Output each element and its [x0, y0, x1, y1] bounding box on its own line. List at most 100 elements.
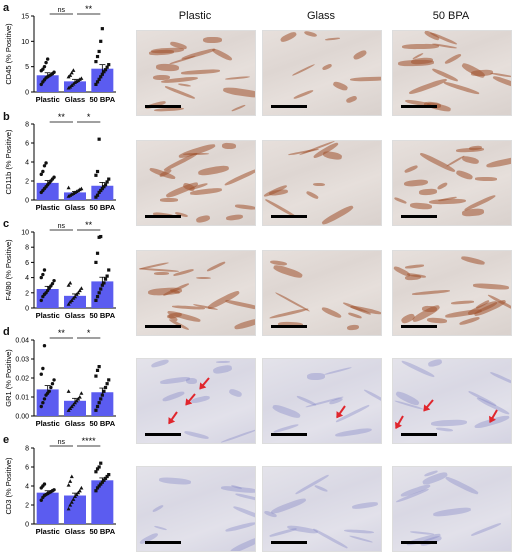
data-point	[99, 287, 103, 291]
data-point	[94, 470, 98, 474]
data-point	[73, 190, 77, 194]
significance-label: **	[58, 328, 66, 338]
data-point	[69, 192, 74, 196]
data-point	[105, 382, 109, 386]
y-tick-label: 2	[25, 179, 29, 186]
y-tick-label: 4	[25, 484, 29, 491]
data-point	[97, 77, 101, 81]
significance-label: ns	[58, 439, 66, 446]
stain-patch	[178, 83, 192, 88]
stain-patch	[335, 427, 372, 439]
y-tick-label: 0.03	[15, 357, 29, 364]
data-point	[77, 395, 82, 399]
y-axis-label: CD45 (% Positive)	[4, 23, 13, 85]
panel-letter-c: c	[3, 218, 10, 230]
stain-patch	[183, 429, 209, 440]
significance-label: *	[87, 328, 91, 338]
column-header-glass: Glass	[306, 10, 336, 22]
micrograph-gr1-glass	[262, 358, 382, 444]
x-tick-label: Plastic	[36, 203, 60, 212]
y-tick-label: 8	[25, 446, 29, 453]
stain-patch	[206, 260, 226, 272]
data-point	[52, 378, 56, 382]
data-point	[97, 401, 101, 405]
data-point	[95, 467, 100, 471]
data-point	[76, 290, 81, 295]
panel-letter-b: b	[3, 111, 10, 123]
y-tick-label: 0	[25, 522, 29, 529]
data-point	[103, 183, 108, 187]
data-point	[94, 489, 98, 493]
data-point	[100, 72, 104, 76]
data-point	[42, 344, 47, 348]
stain-patch	[346, 324, 360, 331]
scale-bar	[401, 215, 437, 218]
stain-patch	[394, 196, 408, 205]
data-point	[39, 298, 43, 303]
y-tick-label: 15	[21, 14, 29, 21]
bar	[91, 480, 114, 524]
stain-patch	[153, 272, 169, 276]
red-arrow-icon	[395, 415, 404, 429]
data-point	[68, 73, 73, 77]
stain-patch	[485, 154, 511, 169]
data-point	[97, 465, 101, 469]
stain-patch	[221, 428, 255, 443]
stain-patch	[225, 298, 255, 311]
data-point	[73, 294, 77, 299]
data-point	[103, 68, 108, 72]
data-point	[95, 486, 100, 490]
y-tick-label: 0.01	[15, 395, 29, 402]
stain-patch	[228, 388, 244, 399]
bar	[36, 289, 59, 308]
x-tick-label: Glass	[65, 419, 85, 428]
stain-patch	[180, 68, 220, 75]
chart-cd3-svg: CD3 (% Positive) 0 2 4 6 8 Plastic Glass 50 BPA n…	[4, 436, 116, 536]
micrograph-cd3-50bpa	[392, 466, 512, 552]
micrograph-gr1-plastic	[136, 358, 256, 444]
data-point	[39, 275, 43, 280]
data-point	[74, 492, 79, 497]
stain-patch	[197, 164, 230, 177]
y-tick-label: 4	[25, 160, 29, 167]
data-point	[68, 193, 73, 197]
y-axis-label: CD3 (% Positive)	[4, 457, 13, 515]
data-point	[73, 494, 77, 499]
micrograph-gr1-50bpa	[392, 358, 512, 444]
micrograph-cd45-plastic	[136, 30, 256, 116]
y-tick-label: 6	[25, 141, 29, 148]
x-tick-label: 50 BPA	[89, 527, 115, 536]
data-point	[102, 70, 106, 74]
stain-patch	[409, 202, 432, 210]
data-point	[66, 283, 71, 287]
stain-patch	[320, 204, 355, 225]
data-point	[95, 368, 100, 372]
stain-patch	[431, 419, 468, 428]
data-point	[42, 164, 47, 168]
data-point	[69, 298, 74, 302]
data-point	[39, 82, 43, 87]
stain-patch	[490, 371, 511, 387]
scale-bar	[145, 541, 181, 544]
y-tick-label: 6	[25, 465, 29, 472]
stain-patch	[152, 503, 165, 513]
significance-label: **	[85, 4, 93, 14]
stain-patch	[272, 263, 303, 279]
data-point	[73, 400, 77, 405]
data-point	[44, 60, 48, 65]
data-point	[94, 173, 98, 177]
data-point	[44, 161, 48, 165]
data-point	[94, 260, 98, 264]
y-tick-label: 8	[25, 122, 29, 129]
column-header-50bpa: 50 BPA	[432, 10, 470, 22]
stain-patch	[427, 359, 443, 368]
data-point	[69, 500, 74, 504]
data-point	[107, 177, 111, 181]
stain-patch	[458, 316, 480, 327]
stain-patch	[195, 276, 211, 280]
x-tick-label: 50 BPA	[89, 311, 115, 320]
data-point	[99, 461, 103, 465]
stain-patch	[455, 147, 484, 153]
bar	[64, 495, 86, 524]
stain-patch	[433, 506, 472, 518]
